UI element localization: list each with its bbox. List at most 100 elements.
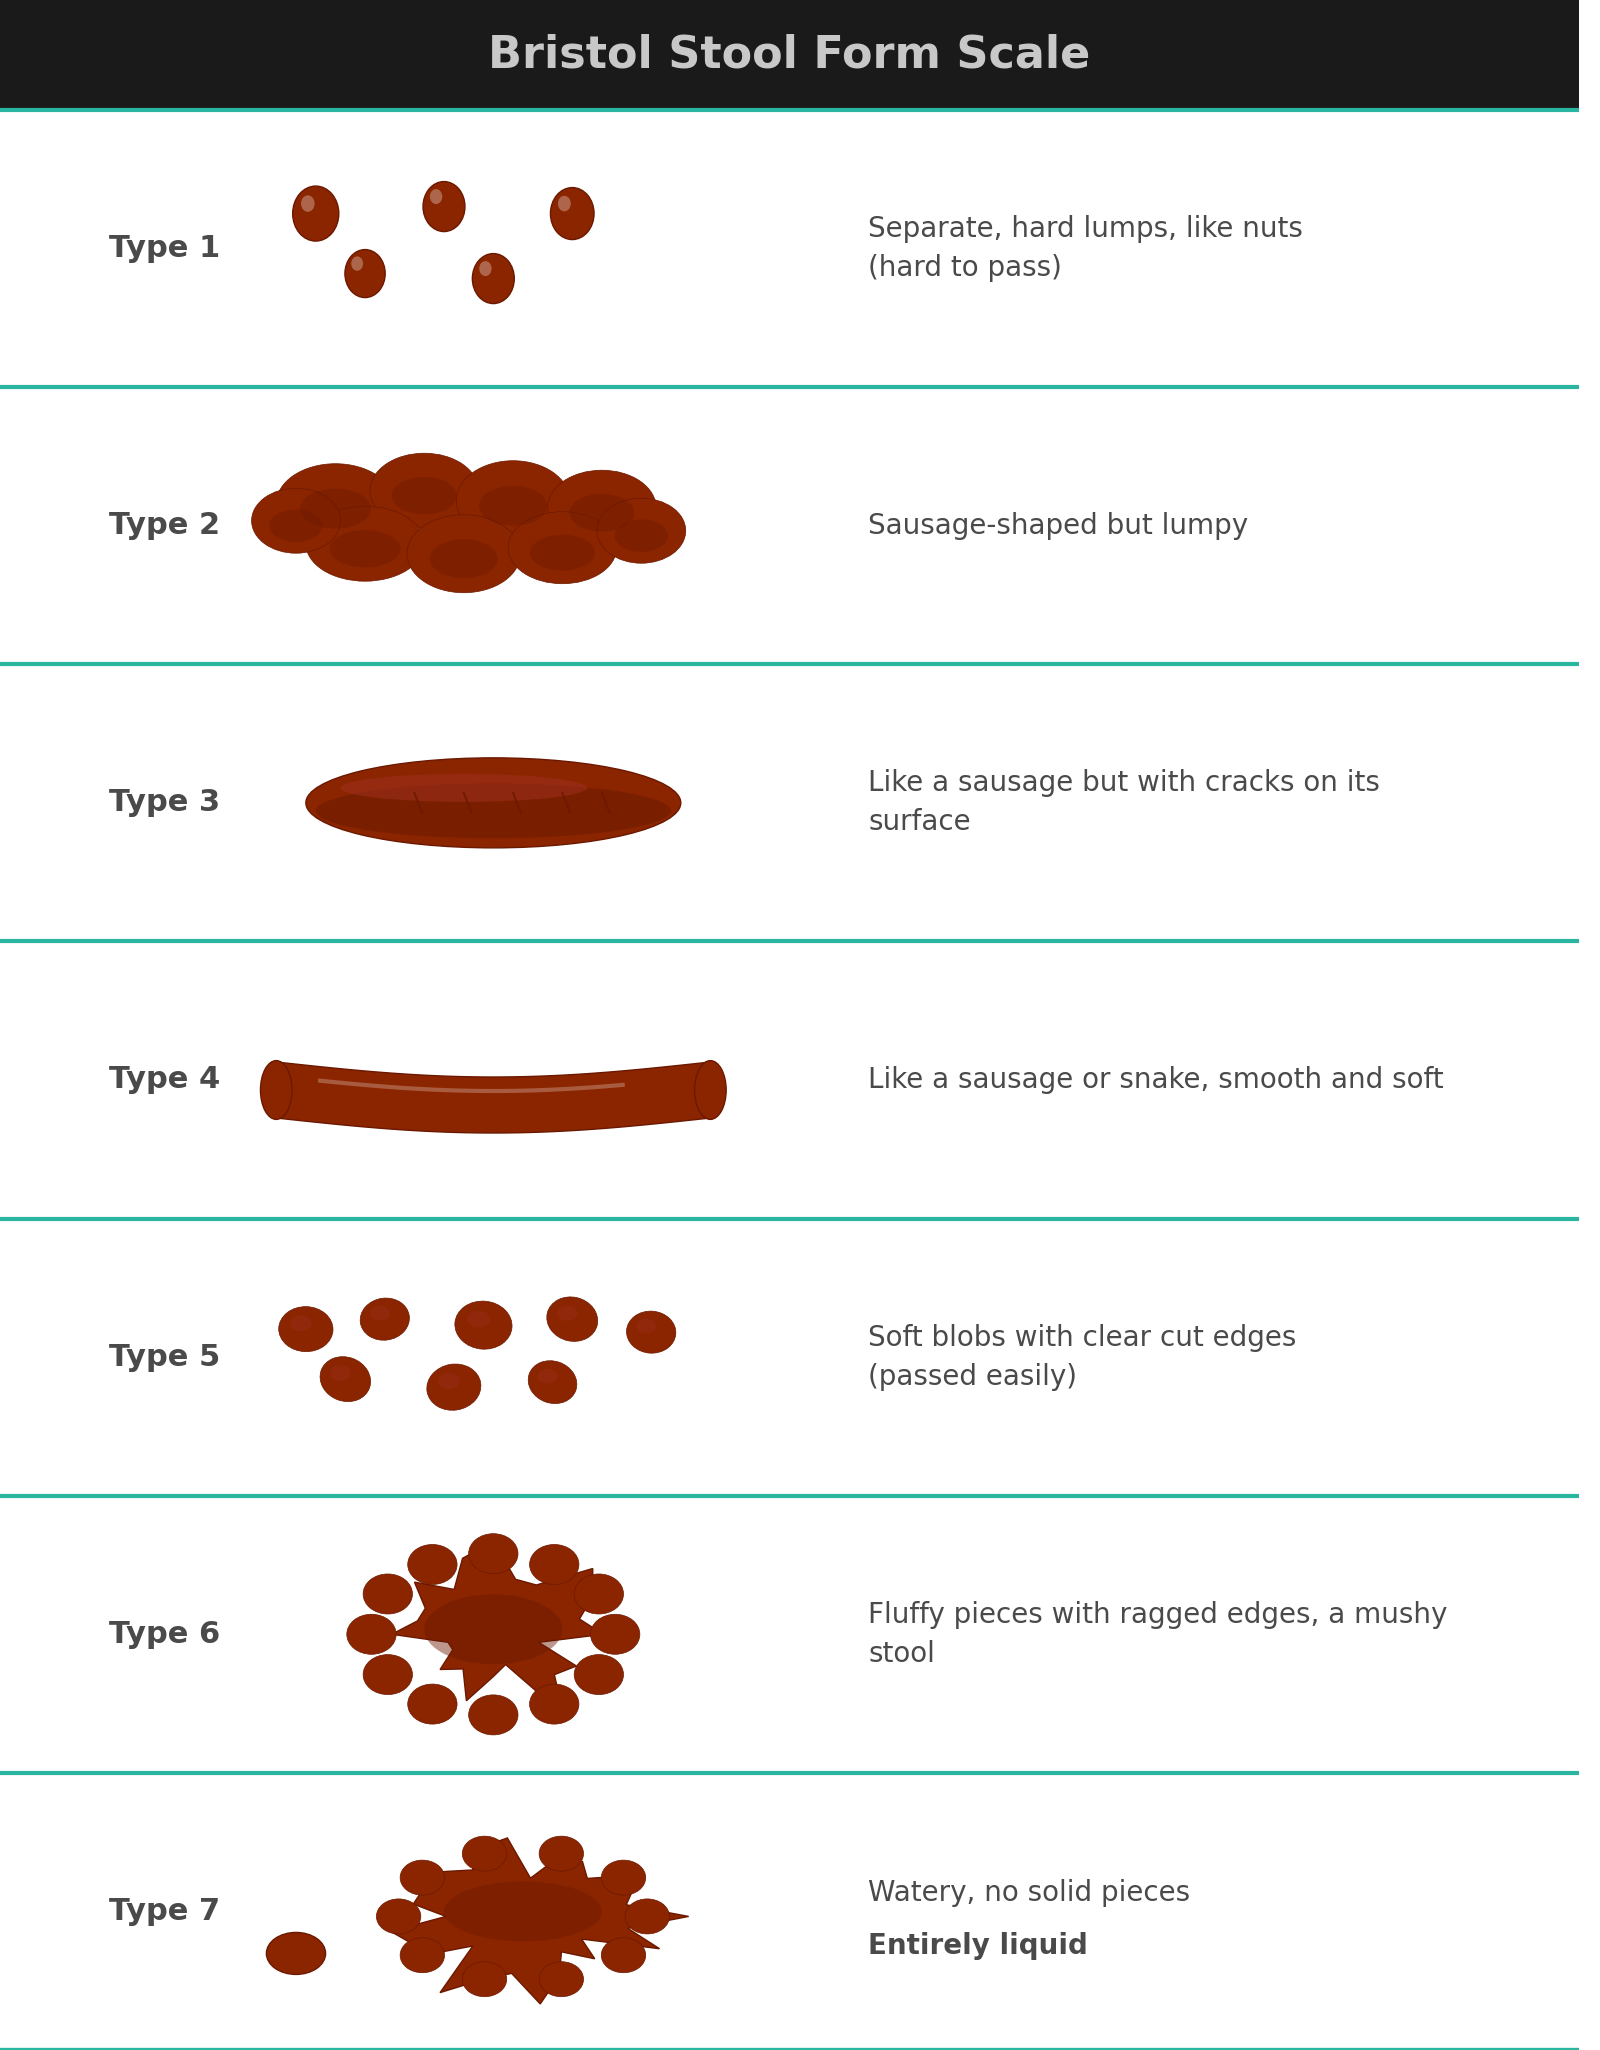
Ellipse shape (438, 1374, 459, 1390)
Bar (0, 1218, 1579, 1496)
Ellipse shape (480, 260, 491, 277)
Text: Separate, hard lumps, like nuts
(hard to pass): Separate, hard lumps, like nuts (hard to… (869, 215, 1302, 283)
Ellipse shape (550, 187, 594, 240)
Ellipse shape (301, 195, 315, 211)
Ellipse shape (330, 1365, 350, 1382)
Ellipse shape (400, 1937, 445, 1972)
Ellipse shape (530, 1544, 579, 1585)
Text: Type 2: Type 2 (109, 510, 219, 541)
Ellipse shape (363, 1574, 413, 1613)
Polygon shape (390, 1839, 688, 2005)
Ellipse shape (528, 1361, 578, 1404)
Ellipse shape (363, 1654, 413, 1695)
Text: Like a sausage or snake, smooth and soft: Like a sausage or snake, smooth and soft (869, 1066, 1443, 1095)
Text: Fluffy pieces with ragged edges, a mushy
stool: Fluffy pieces with ragged edges, a mushy… (869, 1601, 1448, 1669)
Bar (0, 387, 1579, 664)
Ellipse shape (539, 1837, 584, 1872)
Ellipse shape (427, 1363, 482, 1410)
Polygon shape (277, 1062, 710, 1134)
Ellipse shape (408, 1544, 458, 1585)
Bar (0, 111, 1579, 387)
Ellipse shape (346, 250, 386, 297)
Ellipse shape (320, 1357, 371, 1400)
Ellipse shape (539, 1962, 584, 1997)
Ellipse shape (370, 453, 478, 529)
Ellipse shape (574, 1574, 624, 1613)
Ellipse shape (306, 506, 424, 582)
Ellipse shape (472, 254, 514, 303)
Ellipse shape (341, 773, 587, 802)
Bar (0, 1496, 1579, 1773)
Ellipse shape (269, 510, 323, 541)
Ellipse shape (614, 519, 667, 551)
Text: Type 7: Type 7 (109, 1896, 219, 1925)
Ellipse shape (538, 1369, 557, 1384)
Ellipse shape (602, 1859, 646, 1894)
Ellipse shape (360, 1298, 410, 1341)
Ellipse shape (315, 783, 670, 838)
Text: Soft blobs with clear cut edges
(passed easily): Soft blobs with clear cut edges (passed … (869, 1324, 1296, 1390)
Ellipse shape (330, 531, 400, 568)
Ellipse shape (290, 1316, 312, 1330)
Bar (0, 664, 1579, 941)
Ellipse shape (306, 758, 680, 849)
Text: Bristol Stool Form Scale: Bristol Stool Form Scale (488, 33, 1091, 76)
Ellipse shape (509, 512, 616, 584)
Ellipse shape (570, 494, 635, 531)
Ellipse shape (456, 461, 570, 541)
Ellipse shape (299, 488, 371, 529)
Text: Type 1: Type 1 (109, 234, 219, 262)
Ellipse shape (530, 535, 595, 570)
Ellipse shape (278, 1306, 333, 1351)
Ellipse shape (277, 463, 395, 543)
Ellipse shape (530, 1685, 579, 1724)
Ellipse shape (422, 182, 466, 232)
Ellipse shape (443, 1882, 602, 1941)
Polygon shape (392, 1542, 603, 1716)
Bar (0, 941, 1579, 1218)
Ellipse shape (462, 1962, 507, 1997)
Ellipse shape (376, 1898, 421, 1933)
Ellipse shape (574, 1654, 624, 1695)
Ellipse shape (347, 1613, 397, 1654)
Ellipse shape (597, 498, 686, 564)
Ellipse shape (602, 1937, 646, 1972)
Ellipse shape (430, 539, 498, 578)
Ellipse shape (478, 486, 547, 525)
Ellipse shape (392, 478, 458, 515)
Ellipse shape (266, 1933, 325, 1974)
Text: Type 4: Type 4 (109, 1066, 219, 1095)
Ellipse shape (251, 488, 341, 554)
Ellipse shape (469, 1695, 518, 1734)
Text: Type 5: Type 5 (109, 1343, 219, 1371)
Ellipse shape (261, 1060, 293, 1119)
Text: Like a sausage but with cracks on its
surface: Like a sausage but with cracks on its su… (869, 769, 1381, 836)
Ellipse shape (694, 1060, 726, 1119)
Ellipse shape (370, 1306, 390, 1320)
Ellipse shape (430, 189, 442, 205)
Bar (0, 1773, 1579, 2050)
Ellipse shape (424, 1595, 562, 1665)
Ellipse shape (462, 1837, 507, 1872)
Ellipse shape (408, 1685, 458, 1724)
Ellipse shape (293, 187, 339, 242)
Ellipse shape (547, 1298, 598, 1341)
Text: Watery, no solid pieces: Watery, no solid pieces (869, 1880, 1190, 1907)
Ellipse shape (406, 515, 520, 592)
Ellipse shape (467, 1310, 490, 1328)
Ellipse shape (557, 1306, 578, 1320)
Text: Type 6: Type 6 (109, 1620, 219, 1648)
Ellipse shape (627, 1312, 675, 1353)
Ellipse shape (454, 1302, 512, 1349)
Text: Entirely liquid: Entirely liquid (869, 1933, 1088, 1960)
Ellipse shape (558, 195, 571, 211)
Text: Type 3: Type 3 (109, 789, 219, 818)
Ellipse shape (590, 1613, 640, 1654)
Ellipse shape (547, 469, 656, 545)
Ellipse shape (352, 256, 363, 271)
Ellipse shape (626, 1898, 669, 1933)
Text: Sausage-shaped but lumpy: Sausage-shaped but lumpy (869, 512, 1248, 539)
Ellipse shape (637, 1318, 656, 1332)
Ellipse shape (469, 1533, 518, 1574)
Ellipse shape (400, 1859, 445, 1894)
